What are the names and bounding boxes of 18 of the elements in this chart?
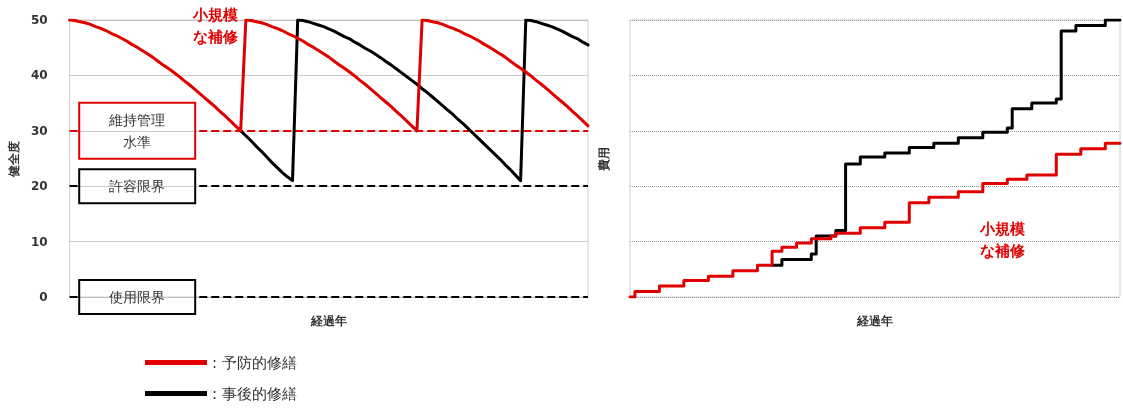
annotation: 小規模な補修 (192, 6, 239, 46)
ref-line-label: 許容限界 (109, 178, 166, 195)
y-tick-label: 40 (30, 68, 48, 83)
y-tick-label: 10 (30, 234, 48, 249)
y-tick-label: 50 (30, 13, 48, 27)
ref-line-label: 維持管理水準 (108, 111, 166, 150)
y-axis-title: 費用 (597, 146, 611, 172)
x-axis-title: 経過年 (856, 314, 893, 328)
ref-line-label: 使用限界 (109, 289, 166, 305)
y-tick-label: 0 (39, 290, 48, 304)
legend-label: : 事後的修繕 (212, 384, 297, 403)
annotation: 小規模な補修 (979, 220, 1026, 260)
x-axis-title: 経過年 (309, 314, 347, 328)
y-tick-label: 20 (30, 179, 48, 194)
legend-label: : 予防的修繕 (212, 353, 297, 372)
y-tick-label: 30 (30, 123, 48, 138)
line-series (239, 18, 590, 183)
y-axis-title: 健全度 (7, 140, 21, 178)
